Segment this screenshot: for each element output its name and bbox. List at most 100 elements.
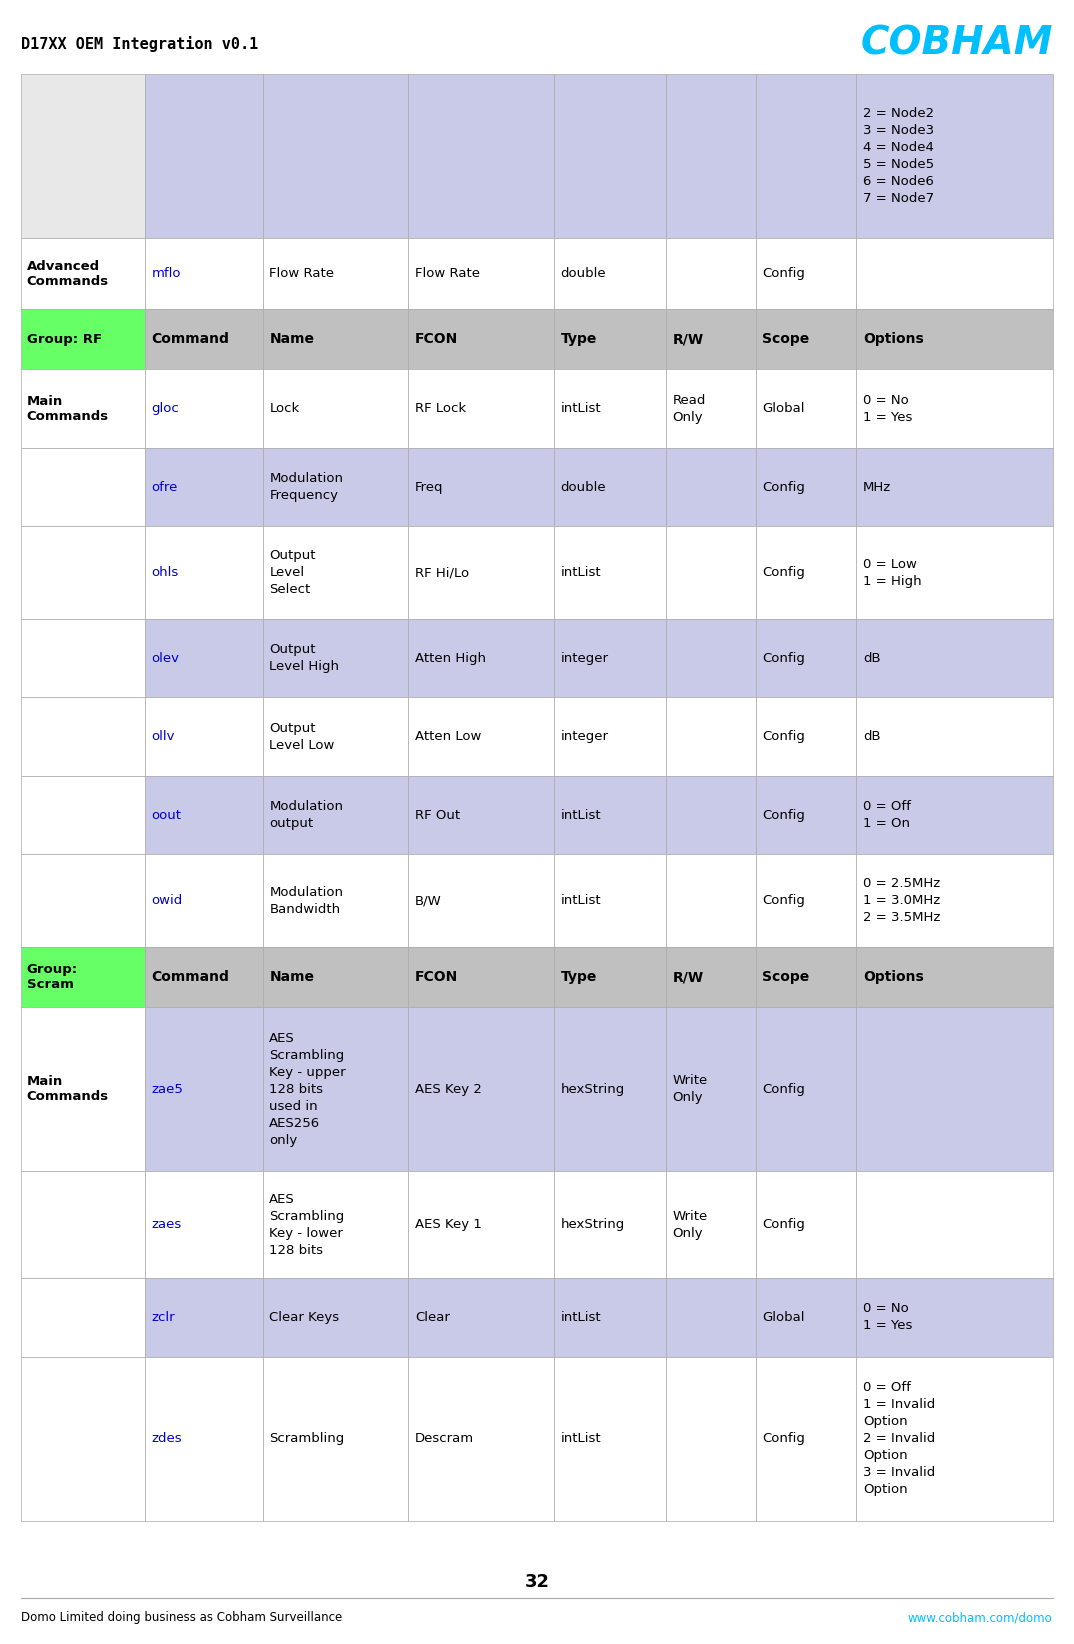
Text: ofre: ofre [151,480,178,493]
FancyBboxPatch shape [756,370,856,447]
FancyBboxPatch shape [263,238,408,309]
FancyBboxPatch shape [263,1356,408,1521]
Text: Write
Only: Write Only [672,1074,708,1105]
FancyBboxPatch shape [145,238,263,309]
FancyBboxPatch shape [554,1008,666,1171]
Text: Advanced
Commands: Advanced Commands [27,260,108,288]
Text: Options: Options [862,332,924,347]
Text: R/W: R/W [672,970,703,985]
FancyBboxPatch shape [21,620,145,697]
Text: ollv: ollv [151,730,175,743]
Text: Global: Global [763,1310,804,1323]
Text: double: double [561,480,606,493]
Text: Config: Config [763,651,806,664]
Text: AES
Scrambling
Key - upper
128 bits
used in
AES256
only: AES Scrambling Key - upper 128 bits used… [270,1031,346,1146]
Text: COBHAM: COBHAM [860,25,1053,62]
FancyBboxPatch shape [756,697,856,776]
Text: Scope: Scope [763,332,810,347]
Text: hexString: hexString [561,1083,625,1095]
FancyBboxPatch shape [856,947,1053,1008]
Text: Type: Type [561,970,597,985]
FancyBboxPatch shape [554,309,666,370]
FancyBboxPatch shape [145,1008,263,1171]
FancyBboxPatch shape [856,447,1053,526]
FancyBboxPatch shape [145,776,263,855]
Text: Config: Config [763,1218,806,1231]
Text: Command: Command [151,332,230,347]
FancyBboxPatch shape [856,526,1053,620]
FancyBboxPatch shape [554,74,666,238]
FancyBboxPatch shape [856,309,1053,370]
FancyBboxPatch shape [666,947,756,1008]
FancyBboxPatch shape [554,238,666,309]
FancyBboxPatch shape [408,697,554,776]
FancyBboxPatch shape [21,776,145,855]
FancyBboxPatch shape [666,238,756,309]
FancyBboxPatch shape [408,1008,554,1171]
FancyBboxPatch shape [756,447,856,526]
Text: Clear Keys: Clear Keys [270,1310,339,1323]
FancyBboxPatch shape [145,447,263,526]
Text: ohls: ohls [151,566,179,579]
FancyBboxPatch shape [666,1008,756,1171]
FancyBboxPatch shape [666,74,756,238]
Text: Config: Config [763,894,806,907]
Text: Descram: Descram [415,1432,474,1445]
FancyBboxPatch shape [21,526,145,620]
FancyBboxPatch shape [756,1008,856,1171]
FancyBboxPatch shape [145,620,263,697]
Text: RF Out: RF Out [415,809,460,822]
Text: dB: dB [862,651,881,664]
Text: dB: dB [862,730,881,743]
FancyBboxPatch shape [21,74,145,238]
FancyBboxPatch shape [263,1277,408,1356]
Text: intList: intList [561,1310,601,1323]
FancyBboxPatch shape [756,1277,856,1356]
Text: R/W: R/W [672,332,703,347]
FancyBboxPatch shape [666,526,756,620]
Text: Modulation
Bandwidth: Modulation Bandwidth [270,886,344,916]
FancyBboxPatch shape [856,620,1053,697]
Text: Atten High: Atten High [415,651,485,664]
FancyBboxPatch shape [856,697,1053,776]
Text: Scope: Scope [763,970,810,985]
FancyBboxPatch shape [145,1277,263,1356]
FancyBboxPatch shape [145,697,263,776]
FancyBboxPatch shape [263,526,408,620]
Text: Config: Config [763,480,806,493]
FancyBboxPatch shape [554,855,666,947]
Text: Flow Rate: Flow Rate [270,268,334,279]
FancyBboxPatch shape [554,1277,666,1356]
FancyBboxPatch shape [756,526,856,620]
Text: Output
Level
Select: Output Level Select [270,549,316,597]
FancyBboxPatch shape [666,620,756,697]
Text: Scrambling: Scrambling [270,1432,345,1445]
FancyBboxPatch shape [408,947,554,1008]
Text: Global: Global [763,403,804,414]
FancyBboxPatch shape [666,1277,756,1356]
Text: FCON: FCON [415,970,459,985]
Text: Config: Config [763,809,806,822]
FancyBboxPatch shape [856,776,1053,855]
FancyBboxPatch shape [21,697,145,776]
Text: zaes: zaes [151,1218,182,1231]
FancyBboxPatch shape [263,1171,408,1277]
FancyBboxPatch shape [554,1171,666,1277]
Text: Config: Config [763,730,806,743]
FancyBboxPatch shape [408,620,554,697]
Text: Options: Options [862,970,924,985]
Text: www.cobham.com/domo: www.cobham.com/domo [908,1611,1053,1624]
FancyBboxPatch shape [145,309,263,370]
Text: Modulation
Frequency: Modulation Frequency [270,472,344,501]
Text: RF Lock: RF Lock [415,403,466,414]
FancyBboxPatch shape [856,1008,1053,1171]
Text: Group: RF: Group: RF [27,332,102,345]
FancyBboxPatch shape [263,370,408,447]
FancyBboxPatch shape [408,855,554,947]
FancyBboxPatch shape [263,1008,408,1171]
FancyBboxPatch shape [554,1356,666,1521]
FancyBboxPatch shape [408,1356,554,1521]
Text: Modulation
output: Modulation output [270,801,344,830]
FancyBboxPatch shape [408,1277,554,1356]
Text: Config: Config [763,1083,806,1095]
